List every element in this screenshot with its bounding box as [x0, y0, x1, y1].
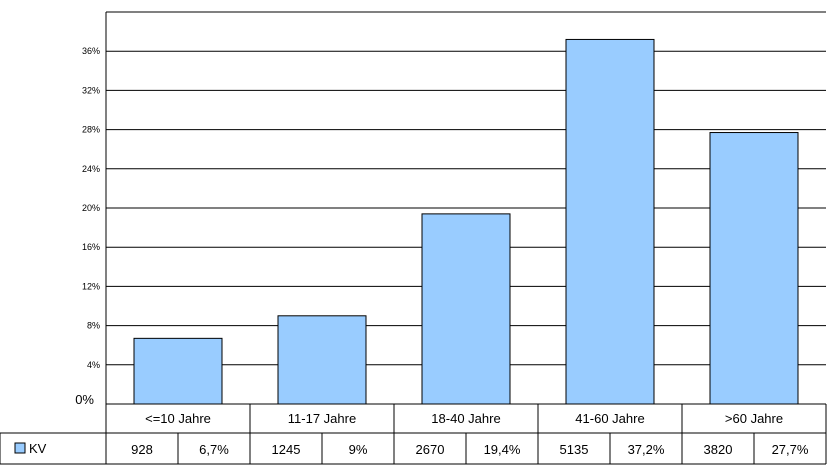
y-tick-label: 32% — [82, 85, 100, 95]
y-tick-label: 36% — [82, 46, 100, 56]
y-tick-label: 20% — [82, 203, 100, 213]
y-axis: 0% 4% 8% 12% 16% 20% 24% 28% 32% 36% — [75, 46, 100, 407]
bar — [277, 315, 367, 405]
category-label: >60 Jahre — [725, 411, 783, 426]
percent-label: 6,7% — [199, 442, 229, 457]
percent-label: 37,2% — [628, 442, 665, 457]
y-tick-label: 0% — [75, 392, 94, 407]
count-label: 1245 — [272, 442, 301, 457]
count-label: 5135 — [560, 442, 589, 457]
bars — [133, 38, 799, 405]
y-tick-label: 24% — [82, 164, 100, 174]
bar — [565, 38, 655, 405]
data-table: KV <=10 Jahre 928 6,7% 11-17 Jahre 1245 9% 18-4… — [0, 403, 827, 465]
count-label: 2670 — [416, 442, 445, 457]
count-label: 3820 — [704, 442, 733, 457]
percent-label: 27,7% — [772, 442, 809, 457]
y-tick-label: 4% — [87, 360, 100, 370]
category-label: 41-60 Jahre — [575, 411, 644, 426]
bar — [421, 213, 511, 405]
legend-swatch — [14, 442, 26, 454]
y-tick-label: 16% — [82, 242, 100, 252]
percent-label: 19,4% — [484, 442, 521, 457]
category-label: 18-40 Jahre — [431, 411, 500, 426]
legend-label: KV — [29, 441, 47, 456]
count-label: 928 — [131, 442, 153, 457]
bar — [709, 132, 799, 405]
y-tick-label: 28% — [82, 125, 100, 135]
y-tick-label: 12% — [82, 281, 100, 291]
bar — [133, 337, 223, 405]
y-tick-label: 8% — [87, 321, 100, 331]
percent-label: 9% — [349, 442, 368, 457]
category-label: <=10 Jahre — [145, 411, 211, 426]
category-label: 11-17 Jahre — [288, 411, 356, 426]
